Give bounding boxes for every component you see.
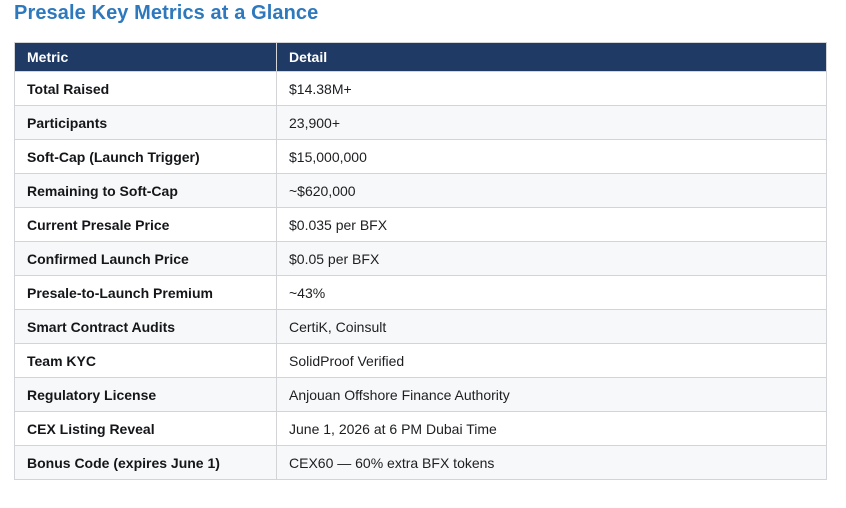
table-header: Metric Detail <box>14 42 827 72</box>
page-title: Presale Key Metrics at a Glance <box>14 2 319 24</box>
table-row: Participants 23,900+ <box>14 105 827 140</box>
table-row: Regulatory License Anjouan Offshore Finan… <box>14 377 827 412</box>
table-body: Total Raised $14.38M+ Participants 23,900+ S… <box>14 71 827 480</box>
detail-cell: $14.38M+ <box>276 71 827 106</box>
table-row: Remaining to Soft-Cap ~$620,000 <box>14 173 827 208</box>
detail-cell: $0.035 per BFX <box>276 207 827 242</box>
table-row: Confirmed Launch Price $0.05 per BFX <box>14 241 827 276</box>
table-row: Soft-Cap (Launch Trigger) $15,000,000 <box>14 139 827 174</box>
detail-cell: June 1, 2026 at 6 PM Dubai Time <box>276 411 827 446</box>
detail-cell: 23,900+ <box>276 105 827 140</box>
metric-cell: Total Raised <box>14 71 277 106</box>
metric-cell: Presale-to-Launch Premium <box>14 275 277 310</box>
header-row: Metric Detail <box>14 42 827 72</box>
detail-cell: SolidProof Verified <box>276 343 827 378</box>
presale-metrics-table: Metric Detail Total Raised $14.38M+ Partic… <box>14 42 827 480</box>
metric-cell: Remaining to Soft-Cap <box>14 173 277 208</box>
metric-cell: Current Presale Price <box>14 207 277 242</box>
page: Presale Key Metrics at a Glance Metric D… <box>14 2 827 480</box>
detail-cell: CertiK, Coinsult <box>276 309 827 344</box>
metric-cell: Confirmed Launch Price <box>14 241 277 276</box>
detail-cell: ~43% <box>276 275 827 310</box>
metric-cell: Team KYC <box>14 343 277 378</box>
table-row: CEX Listing Reveal June 1, 2026 at 6 PM D… <box>14 411 827 446</box>
metric-cell: Regulatory License <box>14 377 277 412</box>
column-header-metric: Metric <box>14 42 277 72</box>
detail-cell: CEX60 — 60% extra BFX tokens <box>276 445 827 480</box>
table-row: Presale-to-Launch Premium ~43% <box>14 275 827 310</box>
detail-cell: $15,000,000 <box>276 139 827 174</box>
metric-cell: Bonus Code (expires June 1) <box>14 445 277 480</box>
table-row: Total Raised $14.38M+ <box>14 71 827 106</box>
metric-cell: CEX Listing Reveal <box>14 411 277 446</box>
detail-cell: ~$620,000 <box>276 173 827 208</box>
table-row: Bonus Code (expires June 1) CEX60 — 60% e… <box>14 445 827 480</box>
table-row: Smart Contract Audits CertiK, Coinsult <box>14 309 827 344</box>
detail-cell: Anjouan Offshore Finance Authority <box>276 377 827 412</box>
table-row: Current Presale Price $0.035 per BFX <box>14 207 827 242</box>
metric-cell: Participants <box>14 105 277 140</box>
table-row: Team KYC SolidProof Verified <box>14 343 827 378</box>
column-header-detail: Detail <box>276 42 827 72</box>
metric-cell: Soft-Cap (Launch Trigger) <box>14 139 277 174</box>
detail-cell: $0.05 per BFX <box>276 241 827 276</box>
metric-cell: Smart Contract Audits <box>14 309 277 344</box>
